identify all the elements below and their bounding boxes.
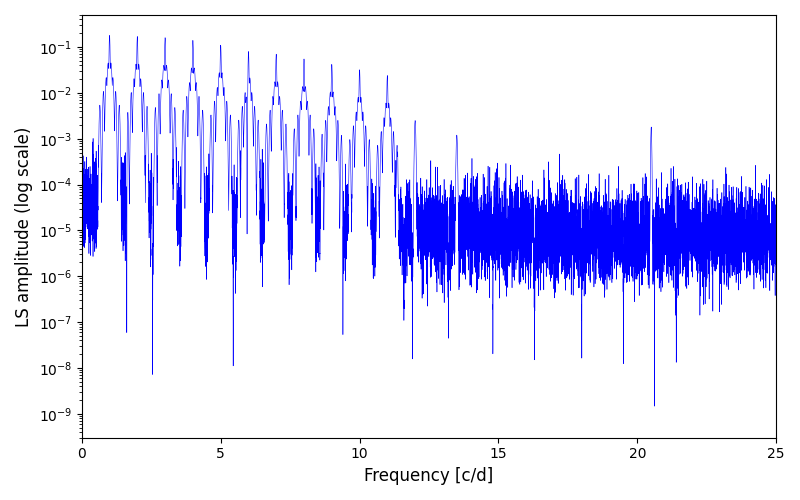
Y-axis label: LS amplitude (log scale): LS amplitude (log scale)	[15, 126, 33, 326]
X-axis label: Frequency [c/d]: Frequency [c/d]	[364, 467, 494, 485]
